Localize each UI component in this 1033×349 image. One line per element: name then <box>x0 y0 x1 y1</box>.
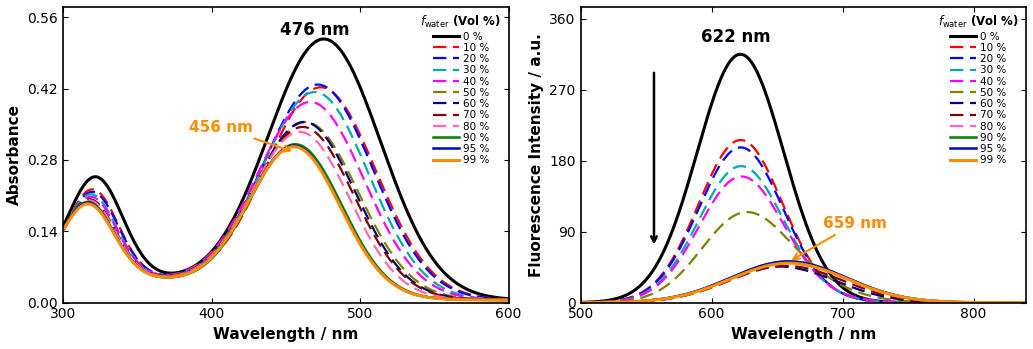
Text: 659 nm: 659 nm <box>793 216 887 259</box>
X-axis label: Wavelength / nm: Wavelength / nm <box>730 327 876 342</box>
Legend: 0 %, 10 %, 20 %, 30 %, 40 %, 50 %, 60 %, 70 %, 80 %, 90 %, 95 %, 99 %: 0 %, 10 %, 20 %, 30 %, 40 %, 50 %, 60 %,… <box>936 12 1021 168</box>
Text: 622 nm: 622 nm <box>701 28 771 46</box>
Text: 456 nm: 456 nm <box>189 120 290 151</box>
X-axis label: Wavelength / nm: Wavelength / nm <box>213 327 358 342</box>
Y-axis label: Absorbance: Absorbance <box>7 104 22 205</box>
Legend: 0 %, 10 %, 20 %, 30 %, 40 %, 50 %, 60 %, 70 %, 80 %, 90 %, 95 %, 99 %: 0 %, 10 %, 20 %, 30 %, 40 %, 50 %, 60 %,… <box>418 12 503 168</box>
Text: 476 nm: 476 nm <box>280 21 349 39</box>
Y-axis label: Fluorescence Intensity / a.u.: Fluorescence Intensity / a.u. <box>529 33 543 277</box>
